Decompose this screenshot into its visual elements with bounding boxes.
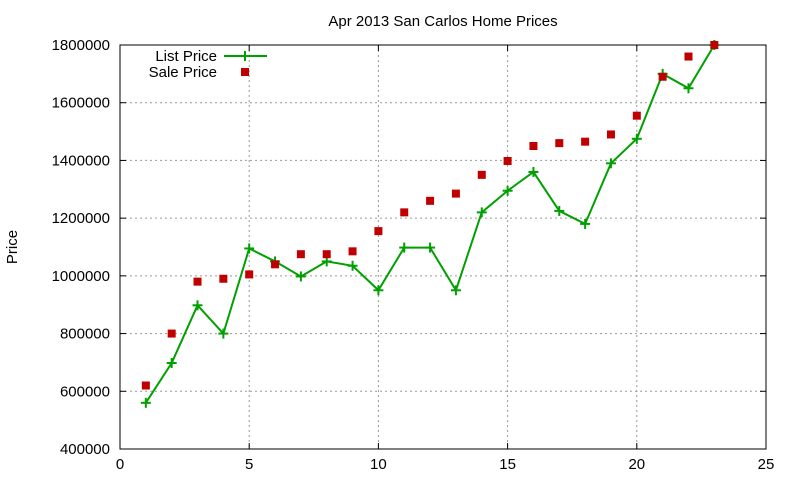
list-price-point [605, 158, 616, 169]
x-tick-label: 5 [245, 456, 253, 473]
sale-price-point [606, 130, 615, 139]
list-price-point [166, 358, 177, 369]
list-price-point [528, 166, 539, 177]
list-price-point [347, 260, 358, 271]
sale-price-point [296, 250, 305, 259]
list-price-point [425, 242, 436, 253]
list-price-point [580, 218, 591, 229]
sale-price-point [658, 72, 667, 81]
list-price-point [399, 242, 410, 253]
sale-price-point [219, 274, 228, 283]
sale-price-point [632, 111, 641, 120]
sale-price-point [348, 247, 357, 256]
series-layer [140, 40, 720, 408]
list-price-point [683, 83, 694, 94]
axis-ticks: 0 5 10 15 20 25 400000 600000 800000 1000000 12000… [52, 37, 775, 473]
sale-price-point [426, 196, 435, 205]
y-tick-label: 1800000 [52, 37, 110, 54]
legend-label-sale-price: Sale Price [149, 64, 217, 81]
sale-price-point [555, 139, 564, 148]
legend-marker-list-price [240, 51, 250, 61]
sale-price-point [477, 170, 486, 179]
x-tick-label: 20 [628, 456, 645, 473]
list-price-point [192, 300, 203, 311]
legend-label-list-price: List Price [155, 48, 217, 65]
sale-price-point [503, 157, 512, 166]
x-tick-label: 15 [499, 456, 516, 473]
y-axis-label: Price [4, 230, 21, 264]
sale-price-point [141, 381, 150, 390]
list-price-point [140, 397, 151, 408]
y-tick-label: 800000 [60, 326, 110, 343]
y-tick-label: 1600000 [52, 95, 110, 112]
legend-marker-sale-price [241, 68, 249, 76]
series-list-price [140, 40, 720, 408]
sale-price-point [167, 329, 176, 338]
sale-price-point [529, 142, 538, 150]
series-sale-price [141, 41, 719, 390]
y-tick-label: 600000 [60, 383, 110, 400]
x-tick-label: 25 [758, 456, 775, 473]
sale-price-point [581, 137, 590, 146]
plot-frame [119, 44, 767, 450]
sale-price-point [684, 52, 693, 61]
list-price-point [631, 133, 642, 144]
y-tick-label: 1200000 [52, 210, 110, 227]
y-tick-label: 400000 [60, 441, 110, 458]
sale-price-point [271, 260, 280, 269]
y-tick-label: 1400000 [52, 152, 110, 169]
list-price-line [145, 44, 716, 404]
list-price-point [476, 207, 487, 218]
list-price-point [502, 185, 513, 196]
sale-price-point [245, 270, 254, 279]
list-price-point [450, 285, 461, 296]
y-tick-label: 1000000 [52, 268, 110, 285]
sale-price-point [374, 227, 383, 236]
chart-title: Apr 2013 San Carlos Home Prices [328, 13, 557, 30]
list-price-point [554, 205, 565, 216]
sale-price-point [322, 250, 331, 259]
list-price-point [218, 328, 229, 339]
sale-price-point [400, 208, 409, 217]
list-price-point [295, 271, 306, 282]
x-tick-label: 10 [370, 456, 387, 473]
sale-price-point [710, 41, 719, 49]
sale-price-point [193, 277, 202, 286]
x-tick-label: 0 [116, 456, 124, 473]
list-price-point [244, 243, 255, 254]
list-price-point [373, 285, 384, 296]
sale-price-point [451, 189, 460, 198]
gridlines [120, 45, 766, 449]
